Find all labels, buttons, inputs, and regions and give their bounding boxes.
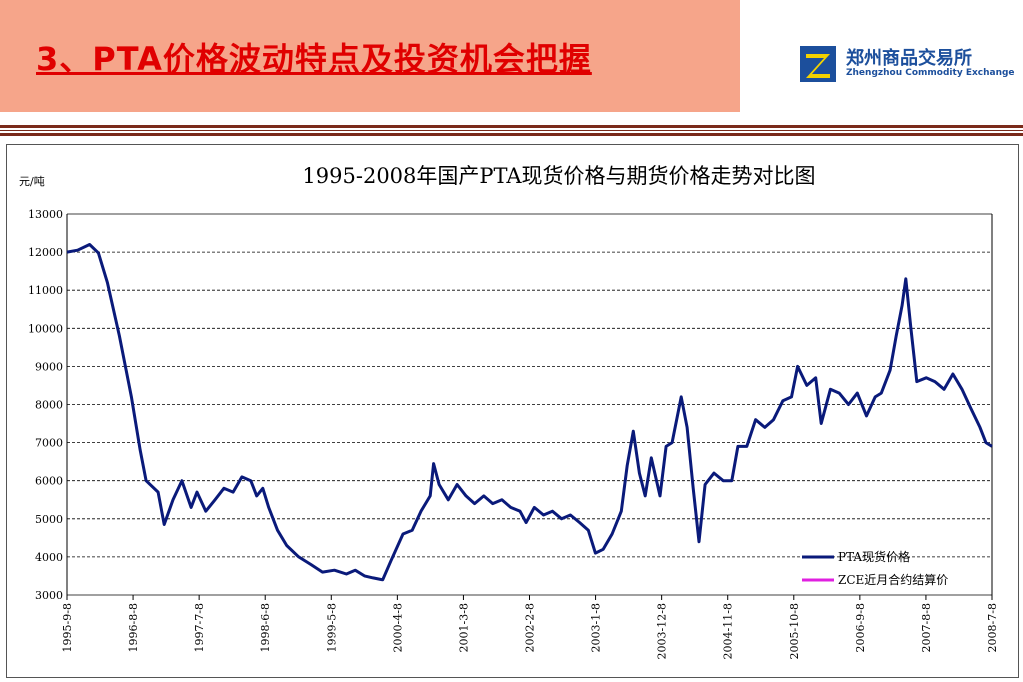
- x-tick-label: 2001-3-8: [457, 603, 470, 652]
- series-line-pta-spot: [66, 243, 993, 582]
- price-chart: 1995-2008年国产PTA现货价格与期货价格走势对比图 元/吨 3000 40…: [19, 164, 999, 659]
- y-tick-label: 8000: [35, 399, 63, 412]
- y-tick-label: 9000: [35, 360, 63, 373]
- exchange-name-en: Zhengzhou Commodity Exchange: [846, 68, 1015, 78]
- legend-label: ZCE近月合约结算价: [838, 572, 948, 587]
- x-tick-label: 2005-10-8: [788, 603, 801, 659]
- x-tick-label: 2006-9-8: [854, 603, 867, 652]
- x-tick-label: 1997-7-8: [193, 603, 206, 652]
- y-tick-label: 5000: [35, 513, 63, 526]
- y-axis-unit: 元/吨: [19, 175, 45, 188]
- y-tick-label: 3000: [35, 589, 63, 602]
- divider-line-middle: [0, 130, 1023, 131]
- x-tick-label: 2003-1-8: [590, 603, 603, 652]
- x-tick-label: 1996-8-8: [127, 603, 140, 652]
- x-tick-label: 2000-4-8: [391, 603, 404, 652]
- exchange-logo: 郑州商品交易所 Zhengzhou Commodity Exchange: [800, 38, 1015, 88]
- y-tick-label: 6000: [35, 475, 63, 488]
- title-banner: [0, 0, 740, 112]
- x-tick-label: 2007-8-8: [920, 603, 933, 652]
- divider-line-top: [0, 125, 1023, 128]
- chart-panel: 1995-2008年国产PTA现货价格与期货价格走势对比图 元/吨 3000 40…: [6, 144, 1019, 678]
- x-tick-label: 1995-9-8: [61, 603, 74, 652]
- zce-logo-icon: [800, 46, 836, 82]
- slide-title: 3、PTA价格波动特点及投资机会把握: [36, 40, 592, 78]
- x-tick-label: 2008-7-8: [986, 603, 999, 652]
- y-tick-label: 12000: [28, 246, 63, 259]
- divider-line-bottom: [0, 133, 1023, 136]
- legend-label: PTA现货价格: [838, 549, 910, 564]
- y-tick-label: 10000: [28, 322, 63, 335]
- x-tick-label: 2002-2-8: [524, 603, 537, 652]
- chart-title: 1995-2008年国产PTA现货价格与期货价格走势对比图: [302, 164, 815, 188]
- x-tick-label: 2003-12-8: [656, 603, 669, 659]
- x-tick-label: 1999-5-8: [325, 603, 338, 652]
- y-tick-label: 7000: [35, 437, 63, 450]
- x-tick-label: 2004-11-8: [722, 603, 735, 659]
- exchange-name-cn: 郑州商品交易所: [846, 48, 972, 69]
- y-tick-label: 4000: [35, 551, 63, 564]
- x-tick-label: 1998-6-8: [259, 603, 272, 652]
- y-tick-label: 11000: [28, 284, 63, 297]
- y-tick-label: 13000: [28, 208, 63, 221]
